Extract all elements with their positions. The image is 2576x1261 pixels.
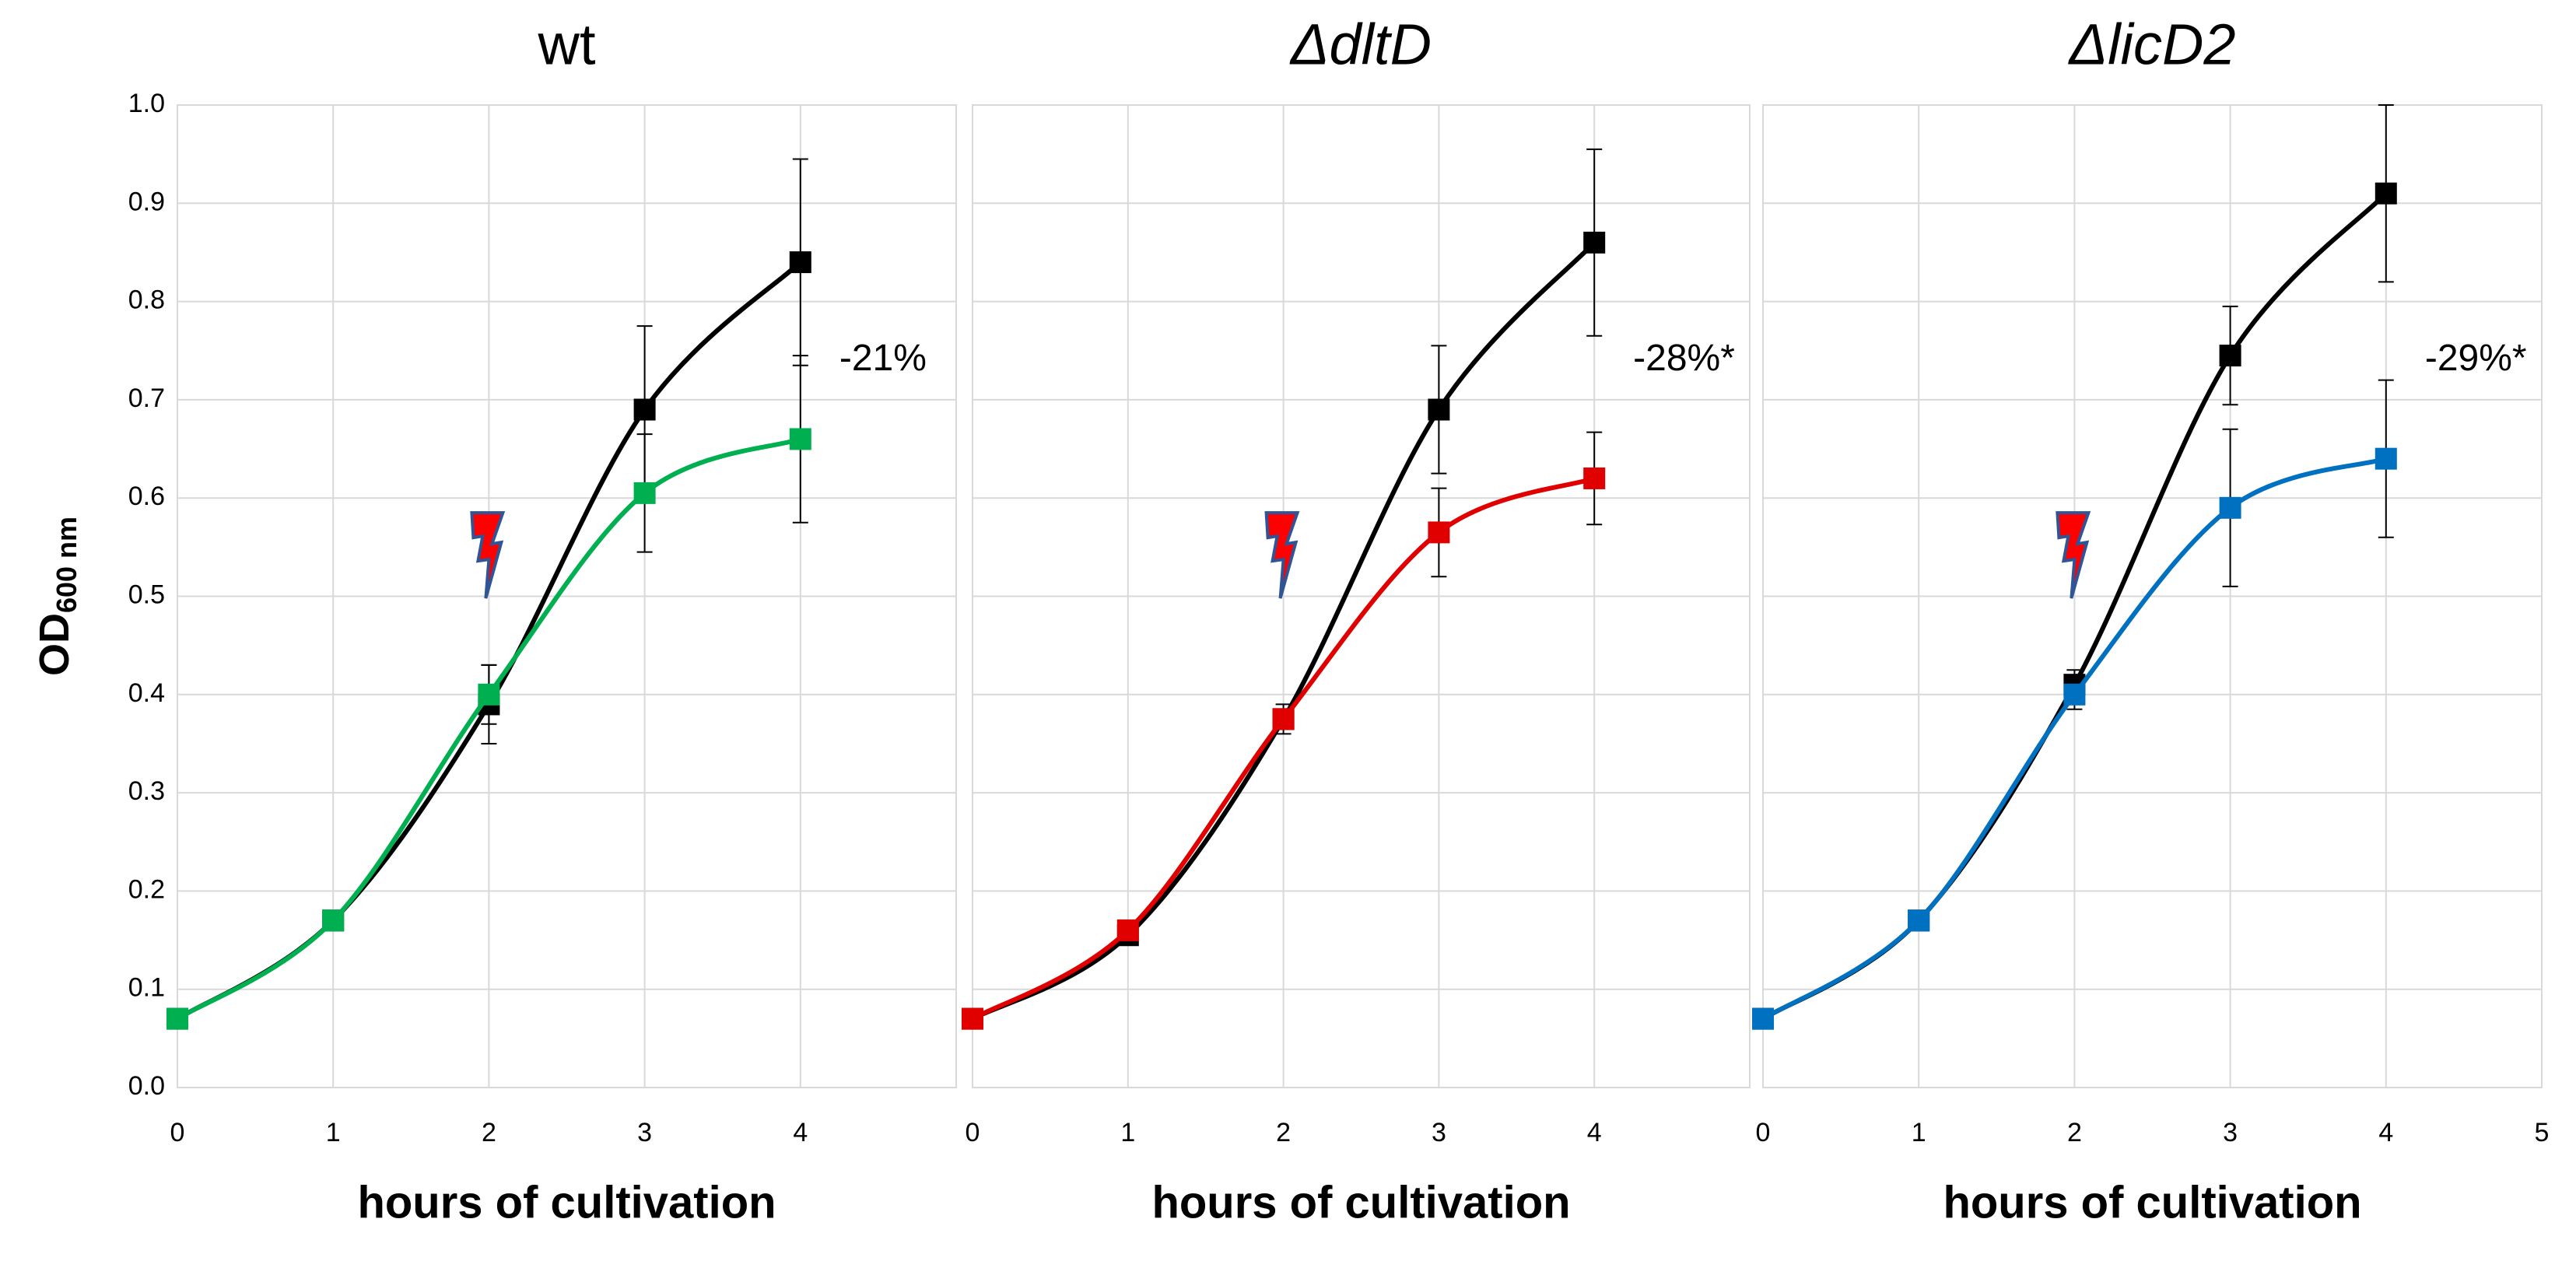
marker (789, 251, 811, 274)
plot-border (972, 104, 1751, 1088)
lightning-icon (2056, 511, 2091, 599)
x-tick-label: 3 (637, 1118, 652, 1147)
x-tick-label: 4 (1587, 1118, 1602, 1147)
y-tick-label: 0.6 (128, 482, 165, 511)
marker (166, 1007, 188, 1030)
x-axis-label: hours of cultivation (1151, 1177, 1570, 1228)
marker (789, 428, 811, 450)
x-axis-label: hours of cultivation (1943, 1177, 2361, 1228)
y-axis-label: OD600 nm (31, 517, 82, 676)
marker (1428, 521, 1450, 544)
marker (2374, 182, 2397, 205)
marker (2374, 447, 2397, 470)
x-tick-label: 1 (1120, 1118, 1135, 1147)
x-tick-label: 0 (170, 1118, 185, 1147)
x-tick-label: 0 (966, 1118, 980, 1147)
marker (2063, 683, 2086, 706)
y-tick-label: 0.3 (128, 776, 165, 806)
marker (962, 1007, 983, 1030)
y-tick-label: 0.8 (128, 285, 165, 315)
x-axis-label: hours of cultivation (357, 1177, 776, 1228)
marker (1583, 467, 1606, 489)
y-tick-label: 0.9 (128, 187, 165, 216)
marker (633, 482, 656, 504)
x-tick-label: 4 (793, 1118, 808, 1147)
y-tick-label: 0.7 (128, 384, 165, 413)
x-tick-label: 5 (2535, 1118, 2550, 1147)
chart-title: ΔlicD2 (2067, 12, 2235, 77)
y-axis-label-sub: 600 nm (51, 517, 82, 613)
lightning-icon (470, 511, 506, 599)
plot-border (177, 104, 957, 1088)
x-tick-label: 3 (1432, 1118, 1446, 1147)
marker (1428, 398, 1450, 421)
x-tick-label: 2 (482, 1118, 496, 1147)
lightning-icon (1264, 511, 1300, 599)
annotation: -29%* (2425, 338, 2527, 379)
y-tick-label: 0.4 (128, 678, 165, 708)
marker (1116, 919, 1139, 941)
annotation: -21% (839, 338, 927, 379)
marker (322, 909, 345, 932)
marker (1272, 708, 1295, 730)
x-tick-label: 2 (1276, 1118, 1291, 1147)
y-tick-label: 0.0 (128, 1071, 165, 1101)
y-axis-label-main: OD (31, 613, 78, 676)
plot-border (1762, 104, 2543, 1088)
x-tick-label: 0 (1756, 1118, 1771, 1147)
marker (2219, 345, 2241, 367)
chart-title: ΔdltD (1289, 12, 1432, 77)
x-tick-label: 1 (326, 1118, 341, 1147)
marker (478, 683, 500, 706)
marker (1908, 909, 1930, 932)
chart-title: wt (538, 12, 596, 77)
line (971, 240, 1596, 1021)
x-tick-label: 2 (2067, 1118, 2082, 1147)
y-tick-label: 1.0 (128, 89, 165, 118)
annotation: -28%* (1633, 338, 1735, 379)
y-tick-label: 0.1 (128, 973, 165, 1003)
x-tick-label: 1 (1912, 1118, 1926, 1147)
marker (2219, 496, 2241, 519)
y-tick-label: 0.5 (128, 580, 165, 609)
marker (633, 398, 656, 421)
y-tick-label: 0.2 (128, 874, 165, 904)
x-tick-label: 3 (2223, 1118, 2238, 1147)
marker (1752, 1007, 1774, 1030)
x-tick-label: 4 (2378, 1118, 2393, 1147)
marker (1583, 231, 1606, 254)
